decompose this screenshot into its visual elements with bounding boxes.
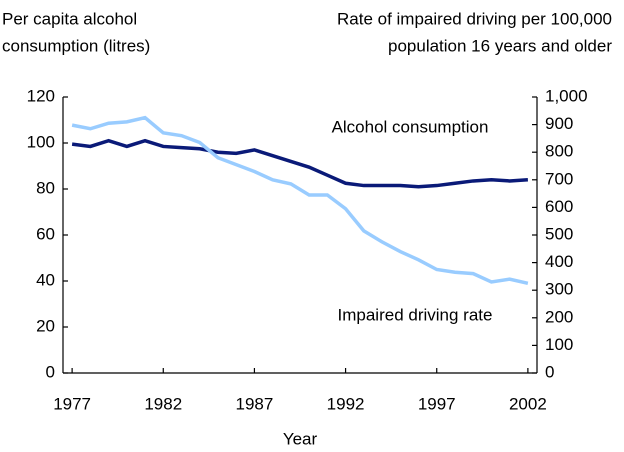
series-label: Alcohol consumption: [332, 117, 489, 136]
x-axis-title: Year: [283, 429, 318, 448]
x-tick-label: 1987: [236, 394, 274, 413]
y-tick-label: 100: [27, 132, 55, 151]
y2-tick-label: 100: [545, 335, 573, 354]
y2-tick-label: 600: [545, 197, 573, 216]
y-tick-label: 40: [36, 270, 55, 289]
y2-tick-label: 800: [545, 142, 573, 161]
series-line: [71, 115, 529, 286]
y2-tick-label: 1,000: [545, 86, 588, 105]
y-tick-label: 20: [36, 316, 55, 335]
y-tick-label: 120: [27, 86, 55, 105]
x-tick-label: 2002: [509, 394, 547, 413]
series-label: Impaired driving rate: [338, 305, 493, 324]
x-tick-label: 1997: [418, 394, 456, 413]
y-axis-title: Per capita alcohol: [2, 9, 137, 28]
y2-tick-label: 700: [545, 169, 573, 188]
y2-tick-label: 500: [545, 224, 573, 243]
y2-axis-title: Rate of impaired driving per 100,000: [337, 9, 612, 28]
y2-tick-label: 400: [545, 252, 573, 271]
y-tick-label: 80: [36, 178, 55, 197]
x-tick-label: 1982: [144, 394, 182, 413]
y2-tick-label: 0: [545, 362, 554, 381]
series-line: [71, 138, 528, 189]
y-axis-title: consumption (litres): [2, 36, 150, 55]
y2-tick-label: 900: [545, 114, 573, 133]
y2-axis-title: population 16 years and older: [388, 36, 612, 55]
y-tick-label: 0: [46, 362, 55, 381]
x-tick-label: 1977: [53, 394, 91, 413]
y2-tick-label: 300: [545, 280, 573, 299]
x-tick-label: 1992: [327, 394, 365, 413]
y-tick-label: 60: [36, 224, 55, 243]
y2-tick-label: 200: [545, 307, 573, 326]
